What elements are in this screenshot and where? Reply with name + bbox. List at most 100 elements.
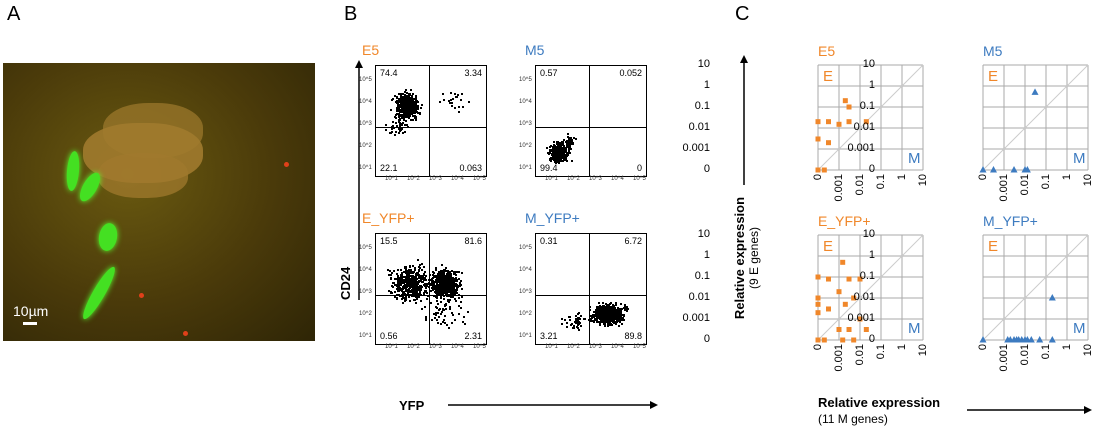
flow-event-dot xyxy=(619,310,622,313)
flow-event-dot xyxy=(408,289,411,292)
quadrant-gate-horizontal xyxy=(536,126,646,128)
flow-event-dot xyxy=(558,151,561,154)
flow-event-dot xyxy=(557,145,560,148)
flow-event-dot xyxy=(437,271,440,274)
flow-event-dot xyxy=(577,324,580,327)
quadrant-percent-ur: 0.052 xyxy=(619,68,642,78)
flow-event-dot xyxy=(564,147,567,150)
flow-event-dot xyxy=(404,286,407,289)
flow-event-dot xyxy=(577,313,580,316)
flow-event-dot xyxy=(399,283,402,286)
flow-event-dot xyxy=(392,124,395,127)
flow-event-dot xyxy=(443,292,446,295)
flow-event-dot xyxy=(578,316,581,319)
flow-event-dot xyxy=(452,314,455,317)
flow-event-dot xyxy=(409,275,412,278)
flow-event-dot xyxy=(408,291,411,294)
flow-event-dot xyxy=(398,108,401,111)
flow-event-dot xyxy=(418,277,421,280)
quadrant-gate-vertical xyxy=(588,234,590,344)
flow-y-tick-label: 10^2 xyxy=(359,311,372,317)
flow-event-dot xyxy=(416,281,419,284)
flow-event-dot xyxy=(424,283,427,286)
flow-event-dot xyxy=(401,105,404,108)
flow-event-dot xyxy=(443,285,446,288)
flow-event-dot xyxy=(449,282,452,285)
flow-event-dot xyxy=(402,302,405,305)
flow-event-dot xyxy=(408,278,411,281)
data-point xyxy=(815,295,821,301)
flow-event-dot xyxy=(626,308,629,311)
flow-event-dot xyxy=(612,318,615,321)
flow-event-dot xyxy=(561,155,564,158)
e-genes-axis-arrow xyxy=(739,55,749,190)
flow-event-dot xyxy=(396,281,399,283)
flow-event-dot xyxy=(444,274,446,277)
mesenchymal-region-label: M xyxy=(1073,150,1086,167)
flow-event-dot xyxy=(410,284,413,287)
flow-event-dot xyxy=(414,277,417,280)
flow-event-dot xyxy=(448,274,451,277)
flow-event-dot xyxy=(560,149,563,152)
flow-event-dot xyxy=(409,291,412,294)
flow-event-dot xyxy=(453,288,456,291)
flow-event-dot xyxy=(405,297,408,300)
flow-event-dot xyxy=(461,272,464,275)
x-tick-label: 10 xyxy=(917,174,929,187)
flow-event-dot xyxy=(409,89,412,92)
data-point xyxy=(1010,166,1018,173)
mesenchymal-region-label: M xyxy=(908,150,921,167)
flow-event-dot xyxy=(554,149,557,151)
flow-event-dot xyxy=(622,316,625,319)
data-point xyxy=(1048,294,1056,301)
flow-event-dot xyxy=(463,316,466,319)
flow-event-dot xyxy=(554,147,557,150)
flow-event-dot xyxy=(416,277,419,280)
data-point xyxy=(815,310,821,316)
flow-event-dot xyxy=(574,138,577,141)
flow-event-dot xyxy=(549,152,552,155)
flow-event-dot xyxy=(458,283,461,286)
flow-event-dot xyxy=(560,147,563,150)
flow-event-dot xyxy=(418,291,421,294)
flow-event-dot xyxy=(415,290,418,293)
x-tick-label: 0.001 xyxy=(998,174,1010,202)
flow-event-dot xyxy=(441,271,444,274)
flow-event-dot xyxy=(403,296,406,299)
flow-event-dot xyxy=(393,295,396,298)
flow-event-dot xyxy=(417,107,420,110)
flow-event-dot xyxy=(435,290,438,293)
flow-event-dot xyxy=(408,276,411,279)
flow-y-tick-label: 10^3 xyxy=(519,121,532,127)
quadrant-percent-ur: 81.6 xyxy=(464,236,482,246)
flow-event-dot xyxy=(455,278,458,281)
flow-event-dot xyxy=(562,143,565,146)
flow-event-dot xyxy=(598,318,601,321)
flow-event-dot xyxy=(412,101,415,104)
flow-x-tick-label: 10^2 xyxy=(567,176,580,182)
flow-event-dot xyxy=(589,309,592,312)
data-point xyxy=(990,166,997,173)
data-point xyxy=(846,119,852,125)
x-tick-label: 10 xyxy=(1082,174,1094,187)
flow-event-dot xyxy=(603,314,606,317)
flow-event-dot xyxy=(440,280,443,283)
x-tick-label: 0.1 xyxy=(1040,344,1052,360)
flow-event-dot xyxy=(408,92,411,95)
flow-event-dot xyxy=(417,266,420,269)
flow-event-dot xyxy=(553,151,556,154)
flow-x-tick-label: 10^1 xyxy=(545,344,558,350)
flow-event-dot xyxy=(562,141,565,144)
data-point xyxy=(1031,88,1039,95)
flow-event-dot xyxy=(604,307,607,310)
flow-event-dot xyxy=(443,278,446,281)
flow-event-dot xyxy=(399,130,402,133)
flow-event-dot xyxy=(605,318,608,320)
flow-event-dot xyxy=(612,321,615,324)
diagonal-reference-line xyxy=(817,64,924,171)
flow-event-dot xyxy=(421,263,424,266)
quadrant-gate-vertical xyxy=(428,234,430,344)
flow-y-tick-label: 10^4 xyxy=(519,99,532,105)
flow-event-dot xyxy=(616,317,619,320)
flow-event-dot xyxy=(598,306,601,309)
